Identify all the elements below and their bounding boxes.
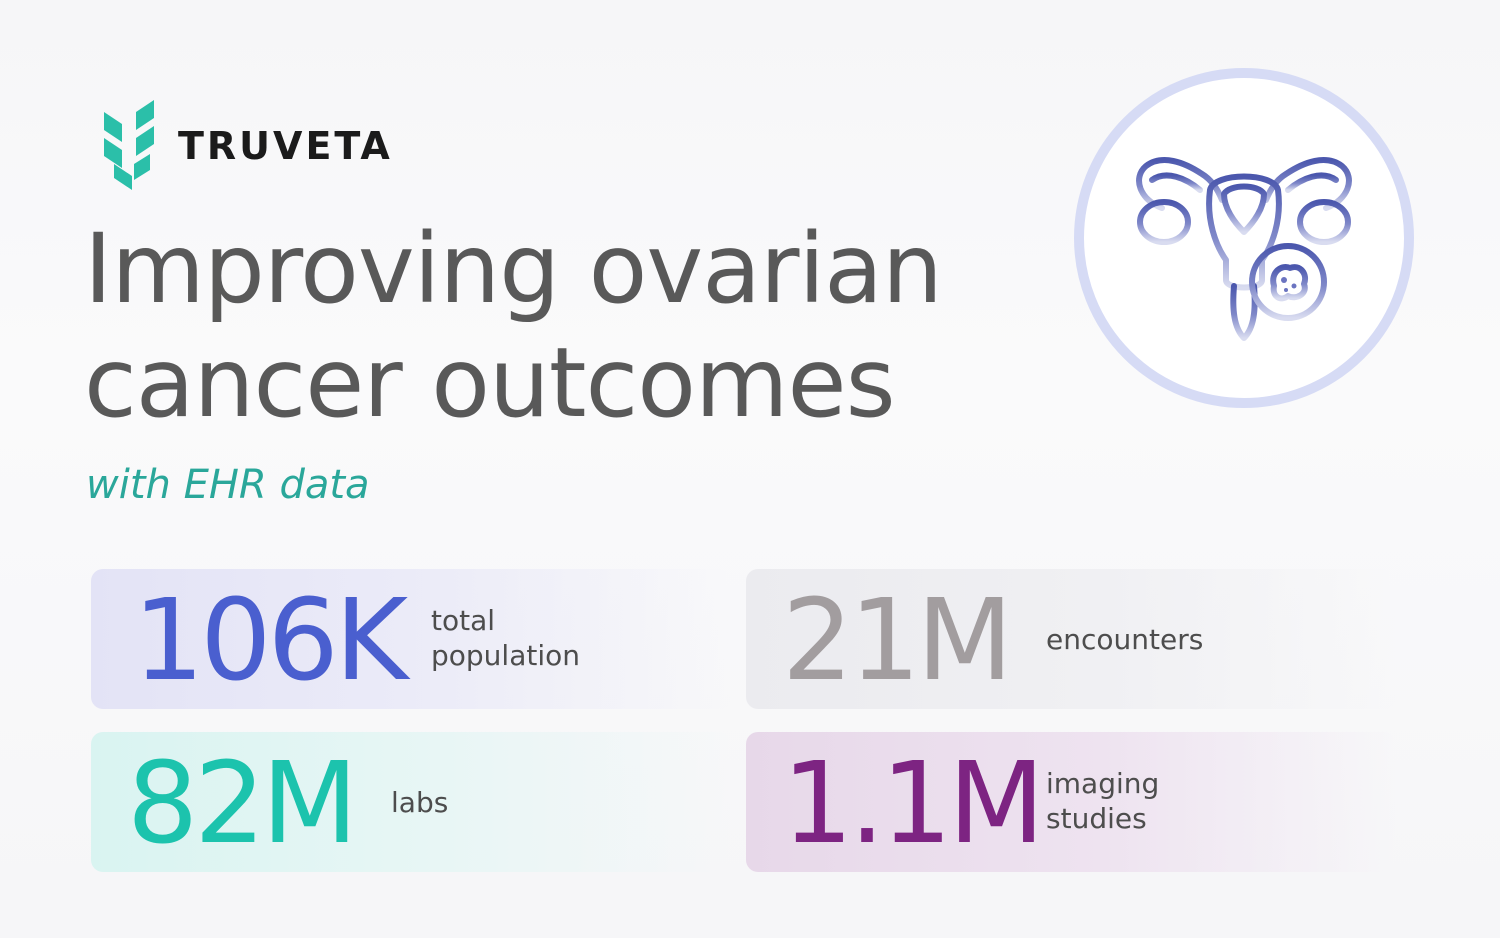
ovary-illustration bbox=[1074, 68, 1414, 408]
stat-card-encounters: 21M encounters bbox=[746, 569, 1396, 709]
truveta-logo: TRUVETA bbox=[104, 98, 434, 190]
stat-label: total population bbox=[431, 603, 691, 673]
stat-label-line-1: total bbox=[431, 604, 496, 637]
stat-label: encounters bbox=[1046, 622, 1306, 657]
truveta-chevron-logo-icon bbox=[104, 100, 154, 190]
stat-value: 21M bbox=[782, 576, 1013, 706]
stat-label-line-2: studies bbox=[1046, 802, 1147, 835]
brand-name: TRUVETA bbox=[178, 124, 393, 168]
stat-label-line-2: population bbox=[431, 639, 580, 672]
stat-label: imaging studies bbox=[1046, 766, 1306, 836]
stat-value: 106K bbox=[133, 576, 408, 706]
stat-value: 82M bbox=[127, 739, 358, 869]
title-line-1: Improving ovarian bbox=[84, 213, 943, 325]
stat-label-line-1: encounters bbox=[1046, 623, 1204, 656]
stat-value: 1.1M bbox=[782, 739, 1045, 869]
ovary-uterus-tumor-icon bbox=[1136, 157, 1352, 341]
stat-card-labs: 82M labs bbox=[91, 732, 731, 872]
stat-label: labs bbox=[391, 785, 651, 820]
stat-card-total-population: 106K total population bbox=[91, 569, 731, 709]
page-subtitle: with EHR data bbox=[86, 462, 370, 508]
stat-label-line-1: imaging bbox=[1046, 767, 1160, 800]
stat-label-line-1: labs bbox=[391, 786, 449, 819]
stat-card-imaging-studies: 1.1M imaging studies bbox=[746, 732, 1396, 872]
title-line-2: cancer outcomes bbox=[84, 327, 896, 439]
page-title: Improving ovarian cancer outcomes bbox=[84, 212, 1044, 440]
